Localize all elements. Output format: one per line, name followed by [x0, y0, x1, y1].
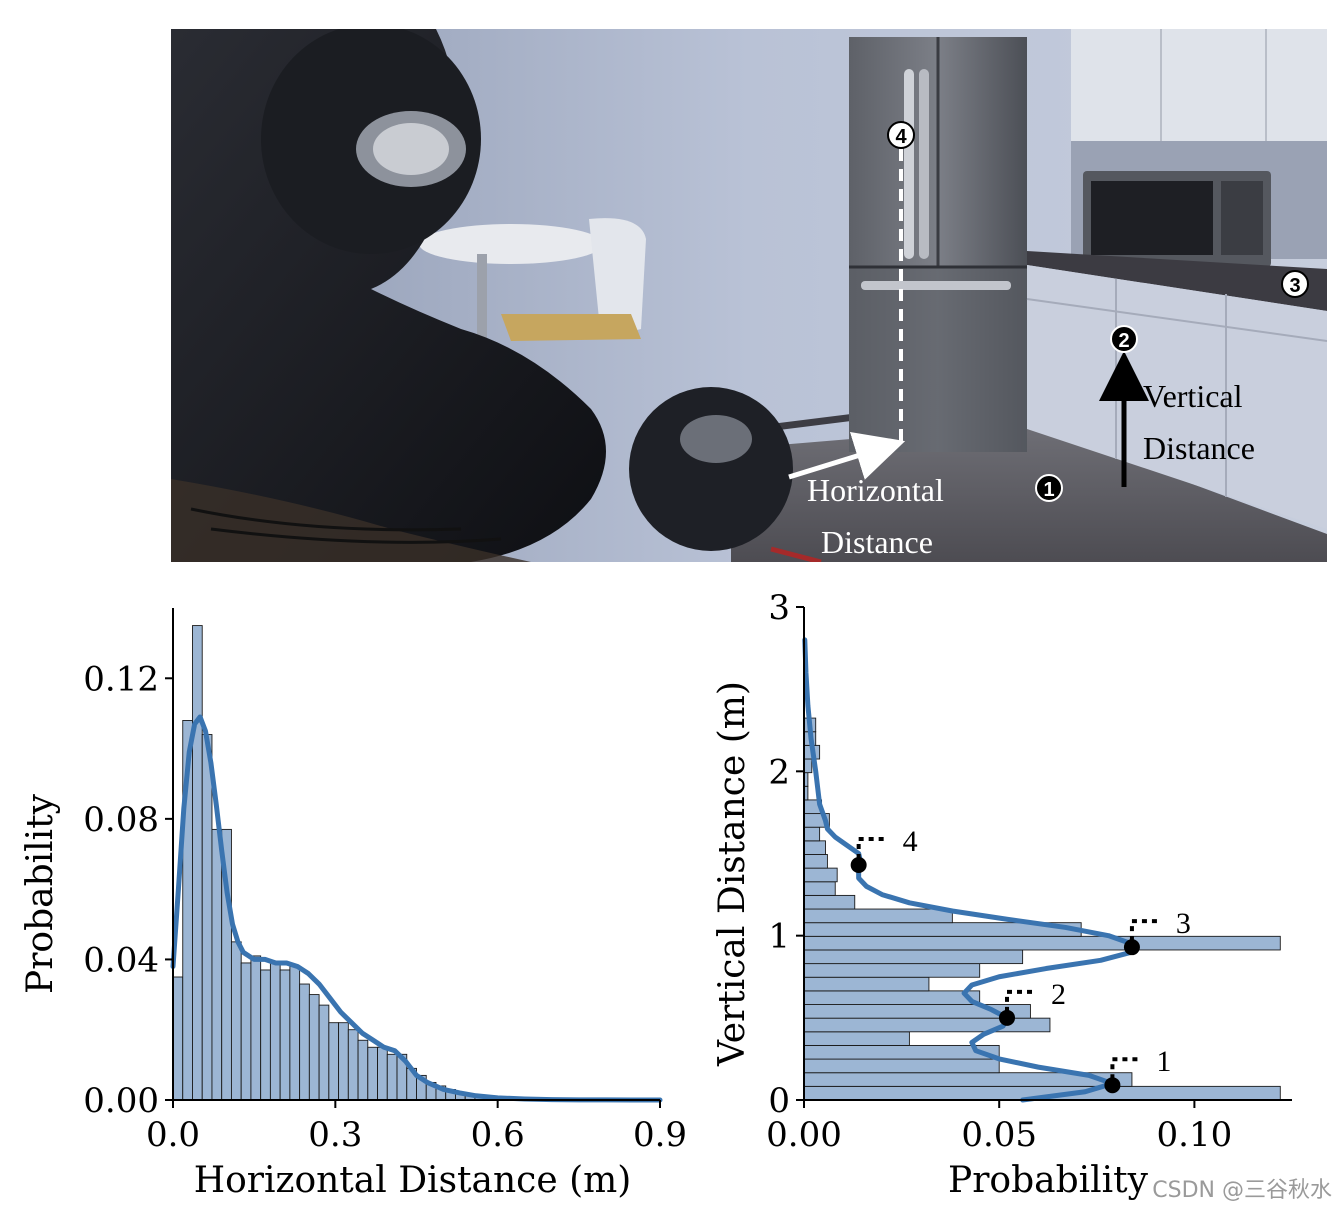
vertical-distance-label-line2: Distance	[1143, 430, 1255, 466]
histogram-bar	[308, 994, 320, 1101]
histogram-bar	[279, 969, 291, 1101]
histogram-bar	[803, 894, 856, 910]
y-axis-title: Probability	[20, 793, 61, 994]
y-tick-label: 3	[768, 588, 790, 628]
kitchen-photo-illustration: 1 2 3 4 Horizontal Distance Vertical Dis…	[171, 29, 1327, 562]
histogram-bar	[172, 976, 184, 1101]
histogram-bar	[192, 625, 203, 1101]
histogram-bar	[386, 1053, 398, 1101]
histogram-bar	[338, 1022, 349, 1101]
histogram-bar	[289, 966, 301, 1101]
histogram-bar	[803, 935, 1281, 951]
annotation-leader	[856, 837, 889, 860]
histogram-bar	[269, 962, 281, 1101]
histogram-bar	[201, 734, 213, 1101]
histogram-bar	[250, 955, 262, 1101]
horizontal-distance-label-line2: Distance	[821, 524, 933, 560]
x-tick-label: 0.00	[766, 1115, 842, 1155]
histogram-bar	[803, 867, 838, 883]
histogram-bar	[357, 1039, 369, 1101]
histogram-bar	[260, 969, 271, 1101]
photo-marker-2: 2	[1110, 325, 1138, 353]
histogram-bar	[318, 1004, 330, 1101]
histogram-bar	[803, 963, 981, 978]
histogram-bar	[230, 941, 242, 1101]
horizontal-distance-label-line1: Horizontal	[807, 472, 944, 508]
photo-marker-4: 4	[887, 121, 915, 149]
vertical-distance-label-line1: Vertical	[1143, 378, 1243, 414]
annotation-point-3	[1123, 939, 1140, 956]
histogram-bar	[803, 990, 981, 1005]
svg-text:3: 3	[1289, 275, 1300, 297]
annotation-leader	[1110, 1057, 1143, 1080]
horizontal-distance-arrow	[788, 431, 906, 480]
x-tick-label: 0.6	[471, 1115, 525, 1155]
annotation-point-1	[1104, 1077, 1121, 1094]
x-tick-label: 0.10	[1157, 1115, 1233, 1155]
histogram-bar	[803, 758, 813, 774]
annotation-label-2: 2	[1051, 978, 1066, 1011]
annotation-leader	[1129, 919, 1162, 942]
histogram-bar	[803, 908, 953, 924]
x-tick-label: 0.9	[633, 1115, 687, 1155]
histogram-bar	[803, 840, 826, 855]
x-axis-title: Probability	[948, 1160, 1149, 1201]
histogram-bar	[211, 828, 223, 1101]
histogram-bar	[367, 1046, 378, 1101]
photo-marker-1: 1	[1035, 474, 1063, 502]
histogram-bar	[803, 976, 930, 992]
histogram-bar	[299, 983, 310, 1101]
y-tick-label: 0.00	[83, 1081, 159, 1121]
histogram-bar	[377, 1046, 388, 1101]
annotation-label-4: 4	[903, 825, 918, 858]
kitchen-photo: 1 2 3 4 Horizontal Distance Vertical Dis…	[171, 29, 1327, 562]
histogram-bar	[328, 1022, 340, 1101]
histogram-bar	[803, 1058, 1000, 1074]
y-tick-label: 0.12	[83, 659, 159, 699]
annotation-label-3: 3	[1176, 907, 1191, 940]
y-tick-label: 1	[768, 917, 790, 957]
x-tick-label: 0.0	[146, 1115, 200, 1155]
y-axis-title: Vertical Distance (m)	[712, 681, 753, 1067]
watermark: CSDN @三谷秋水	[1152, 1178, 1332, 1203]
svg-text:4: 4	[895, 126, 907, 148]
annotation-leader	[1005, 989, 1038, 1012]
y-tick-label: 2	[768, 752, 790, 792]
histogram-bar	[803, 1031, 910, 1046]
svg-text:2: 2	[1118, 330, 1129, 352]
histogram-bar	[803, 1044, 1000, 1060]
y-tick-label: 0.04	[83, 940, 159, 980]
histogram-bar	[803, 854, 828, 869]
kde-curve	[802, 637, 1135, 1103]
histogram-bar	[240, 962, 252, 1101]
horizontal-distance-histogram: 0.0 0.3 0.6 0.9 0.00 0.04 0.08 0.12 Horizontal D…	[20, 608, 687, 1201]
histogram-bar	[803, 826, 821, 842]
histogram-bar	[347, 1029, 359, 1101]
annotation-point-2	[999, 1009, 1016, 1026]
annotation-point-4	[850, 857, 867, 874]
y-tick-label: 0	[768, 1081, 790, 1121]
histogram-bar	[803, 949, 1024, 965]
x-axis-title: Horizontal Distance (m)	[194, 1160, 632, 1201]
svg-text:1: 1	[1043, 479, 1054, 501]
photo-marker-3: 3	[1281, 270, 1309, 298]
x-tick-label: 0.3	[308, 1115, 362, 1155]
kde-curve	[170, 714, 663, 1103]
vertical-distance-histogram: 1 2 3 4 0.00 0.05 0.10 0 1 2 3 Probability Vertical …	[712, 588, 1292, 1201]
annotation-label-1: 1	[1156, 1045, 1171, 1078]
y-tick-label: 0.08	[83, 800, 159, 840]
x-tick-label: 0.05	[961, 1115, 1037, 1155]
histogram-bar	[803, 881, 836, 896]
